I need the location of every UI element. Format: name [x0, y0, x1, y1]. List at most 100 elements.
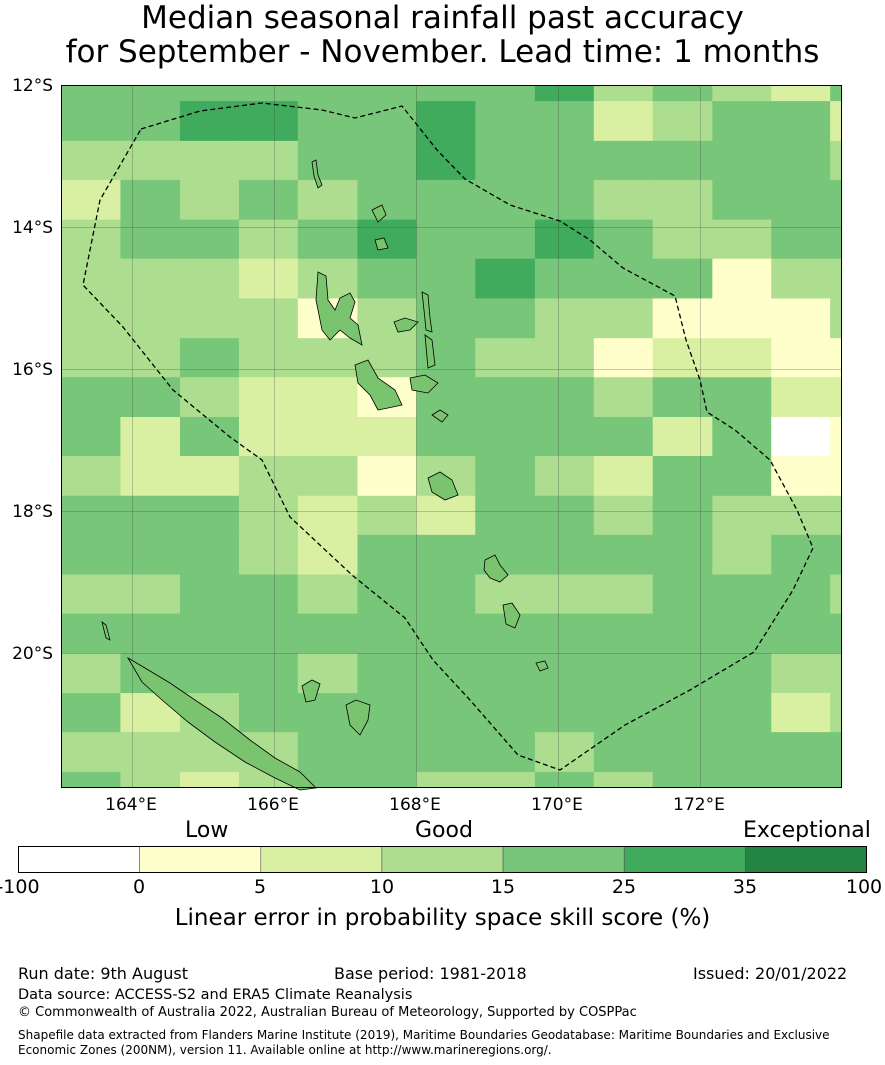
grid-cell	[238, 85, 299, 102]
grid-cell	[771, 495, 831, 536]
grid-cell	[593, 219, 654, 260]
colorbar-swatch	[745, 846, 867, 873]
erromango-island	[483, 554, 509, 583]
map-frame	[61, 85, 842, 788]
grid-cell	[61, 377, 122, 418]
grid-cell	[120, 258, 181, 300]
grid-cell	[120, 574, 181, 615]
grid-cell	[297, 377, 359, 418]
grid-cell	[593, 613, 654, 654]
grid-cell	[534, 534, 595, 576]
grid-cell	[120, 298, 181, 339]
ouvea-island	[301, 679, 321, 703]
grid-cell	[120, 732, 181, 773]
grid-cell	[180, 377, 240, 418]
grid-cell	[180, 613, 240, 654]
grid-cell	[120, 456, 181, 497]
grid-cell	[475, 456, 536, 497]
grid-cell	[830, 101, 843, 142]
grid-cell	[180, 338, 240, 378]
grid-cell	[593, 534, 654, 576]
grid-cell	[771, 179, 831, 221]
grid-cell	[180, 179, 240, 221]
colorbar-swatch	[18, 846, 140, 873]
grid-cell	[238, 377, 299, 418]
grid-cell	[652, 338, 713, 378]
grid-cell	[238, 140, 299, 181]
grid-cell	[652, 298, 713, 339]
grid-cell	[652, 140, 713, 181]
grid-cell	[238, 693, 299, 733]
data-source: Data source: ACCESS-S2 and ERA5 Climate …	[18, 987, 413, 1003]
grid-cell	[771, 693, 831, 733]
grid-cell	[712, 456, 772, 497]
grid-cell	[120, 534, 181, 576]
epi-island	[431, 409, 449, 423]
grid-cell	[652, 179, 713, 221]
grid-cell	[238, 219, 299, 260]
grid-cell	[238, 101, 299, 142]
grid-cell	[61, 653, 122, 694]
grid-cell	[120, 101, 181, 142]
grid-cell	[120, 140, 181, 181]
grid-cell	[475, 377, 536, 418]
efate-island	[427, 471, 459, 501]
grid-cell	[180, 495, 240, 536]
grid-cell	[712, 534, 772, 576]
grid-cell	[830, 298, 843, 339]
grid-cell	[416, 693, 476, 733]
grid-cell	[771, 338, 831, 378]
grid-cell	[771, 574, 831, 615]
chart-title-line1: Median seasonal rainfall past accuracy	[141, 0, 744, 36]
grid-cell	[357, 534, 417, 576]
grid-cell	[180, 456, 240, 497]
grid-cell	[180, 771, 240, 789]
coastlines	[101, 159, 549, 791]
grid-cell	[830, 574, 843, 615]
grid-cell	[771, 85, 831, 102]
lon-label-172e: 172°E	[673, 795, 725, 815]
grid-cell	[652, 732, 713, 773]
grid-cell	[297, 101, 359, 142]
grid-cell	[180, 219, 240, 260]
grid-cell	[830, 85, 843, 102]
lat-label-18s: 18°S	[12, 502, 53, 522]
colorbar-category-good: Good	[415, 818, 473, 843]
grid-cell	[297, 574, 359, 615]
grid-cell	[120, 377, 181, 418]
grid-cell	[712, 653, 772, 694]
grid-cell	[357, 140, 417, 181]
grid-cell	[238, 298, 299, 339]
chart-title-line2: for September - November. Lead time: 1 m…	[65, 34, 820, 70]
grid-cell	[357, 574, 417, 615]
grid-cell	[712, 140, 772, 181]
grid-cell	[652, 456, 713, 497]
grid-cell	[534, 101, 595, 142]
grid-cell	[534, 456, 595, 497]
grid-cell	[416, 495, 476, 536]
grid-cell	[652, 85, 713, 102]
grid-cell	[357, 495, 417, 536]
copyright: © Commonwealth of Australia 2022, Austra…	[18, 1005, 637, 1020]
grid-cell	[830, 732, 843, 773]
grid-cell	[180, 298, 240, 339]
grid-cell	[593, 416, 654, 457]
grid-cell	[238, 574, 299, 615]
tanna-island	[502, 602, 521, 629]
grid-cell	[712, 219, 772, 260]
grid-cell	[61, 140, 122, 181]
grid-cell	[593, 732, 654, 773]
grid-cell	[652, 258, 713, 300]
grid-cell	[61, 85, 122, 102]
grid-cell	[771, 377, 831, 418]
grid-cell	[771, 534, 831, 576]
pentecost-island	[421, 291, 433, 333]
grid-cell	[120, 495, 181, 536]
grid-cell	[416, 219, 476, 260]
colorbar-swatch	[623, 846, 746, 873]
colorbar-tick: 15	[490, 876, 516, 898]
grid-cell	[534, 495, 595, 536]
grid-cell	[357, 732, 417, 773]
grid-cell	[712, 574, 772, 615]
colorbar-swatch	[260, 846, 383, 873]
